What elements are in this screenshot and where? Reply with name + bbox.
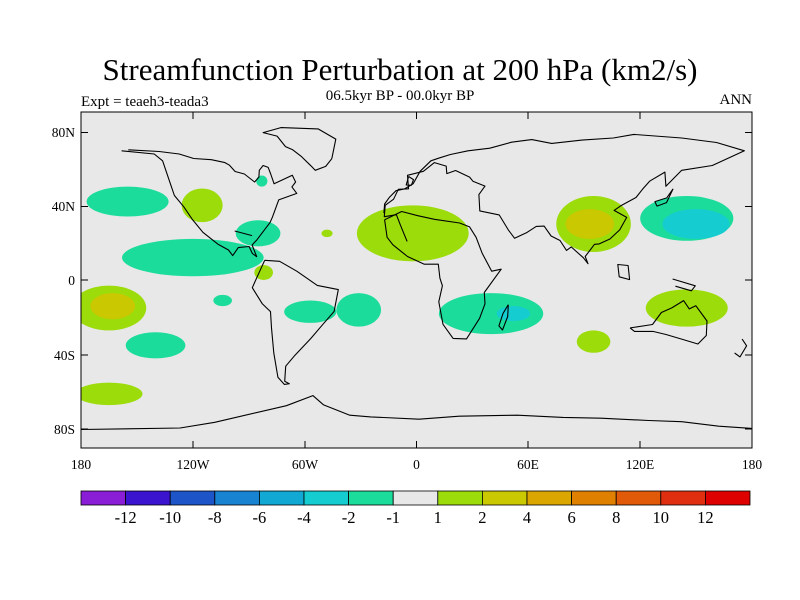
contour-region-5 [254,265,273,280]
colorbar-label: -6 [253,508,267,527]
contour-region-20 [645,289,728,327]
contour-region-19 [576,330,611,353]
colorbar-swatch [169,490,216,506]
colorbar-label: -1 [386,508,400,527]
colorbar-swatch [526,490,572,506]
contour-region-9 [565,209,615,239]
colorbar-label: -8 [208,508,222,527]
lon-label-120w: 120W [177,457,210,472]
contour-region-4 [256,175,268,187]
colorbar-swatch [660,490,706,506]
contour-region-17 [438,293,544,335]
lat-tick-labels: 80N 40N 0 40S 80S [52,125,76,437]
coast-antarctica [81,395,752,431]
lon-tick-labels: 180 120W 60W 0 60E 120E 180 [71,457,763,472]
contour-region-22 [81,382,143,406]
coast-africa [384,210,502,340]
colorbar-swatch [303,490,349,506]
season-label: ANN [719,92,753,108]
colorbar-label: 2 [478,508,486,527]
lat-ticks [81,132,752,430]
lat-label-40s: 40S [54,348,75,363]
coast-south-america [251,259,339,385]
colorbar-label: 1 [434,508,442,527]
lon-label-60w: 60W [292,457,319,472]
contour-region-1 [122,238,264,277]
lon-ticks [80,112,753,448]
colorbar-swatch [437,490,483,506]
colorbar-label: 12 [697,508,714,527]
coast-new-guinea [672,278,696,292]
colorbar-label: 6 [567,508,575,527]
colorbar-label: 4 [523,508,531,527]
colorbar-label: -4 [297,508,311,527]
contour-region-15 [213,294,232,307]
coast-cuba [234,230,253,237]
lat-label-0: 0 [68,273,75,288]
colorbar-label: -12 [115,508,137,527]
lat-label-80s: 80S [54,422,75,437]
colorbar-labels: -12 -10 -8 -6 -4 -2 -1 1 2 4 6 8 10 12 [115,508,714,527]
colorbar-swatch [392,490,439,506]
colorbar-swatch [214,490,260,506]
lat-label-80n: 80N [52,125,76,140]
colorbar-swatch [481,490,528,506]
coast-australia [629,300,708,345]
period-label: 06.5kyr BP - 00.0kyr BP [325,88,475,104]
lon-label-60e: 60E [517,457,539,472]
contour-region-0 [86,186,169,217]
contour-region-11 [662,209,730,239]
contour-regions [81,175,734,406]
experiment-label: Expt = teaeh3-teada3 [81,94,209,110]
colorbar-swatch [80,490,126,506]
lon-label-180w: 180 [71,457,92,472]
colorbar [80,490,751,506]
lon-label-0: 0 [413,457,420,472]
contour-region-7 [321,229,333,238]
contour-region-13 [90,293,136,320]
colorbar-swatch [571,490,617,506]
coast-madagascar [498,304,509,331]
colorbar-label: 8 [612,508,620,527]
lon-label-120e: 120E [626,457,655,472]
coast-north-america [121,149,298,258]
map-background [81,112,752,448]
coast-japan [654,188,674,207]
contour-region-2 [181,188,223,223]
coast-new-zealand [734,338,748,358]
coast-british-isles [405,176,415,186]
coast-europe-asia [383,133,745,265]
lat-label-40n: 40N [52,199,76,214]
colorbar-swatch [615,490,662,506]
colorbar-swatch [705,490,751,506]
colorbar-label: -10 [159,508,181,527]
colorbar-swatch [125,490,171,506]
coast-greenland [262,127,337,171]
colorbar-swatch [258,490,305,506]
coastlines [81,127,752,431]
colorbar-label: -2 [342,508,356,527]
coast-borneo [617,263,631,281]
colorbar-swatch [348,490,394,506]
contour-region-6 [356,205,469,262]
contour-region-3 [235,220,281,247]
contour-region-14 [284,300,337,323]
contour-region-21 [125,332,186,359]
lon-label-180e: 180 [742,457,763,472]
plot-title: Streamfunction Perturbation at 200 hPa (… [102,52,698,87]
colorbar-label: 10 [653,508,670,527]
contour-region-16 [336,293,382,327]
